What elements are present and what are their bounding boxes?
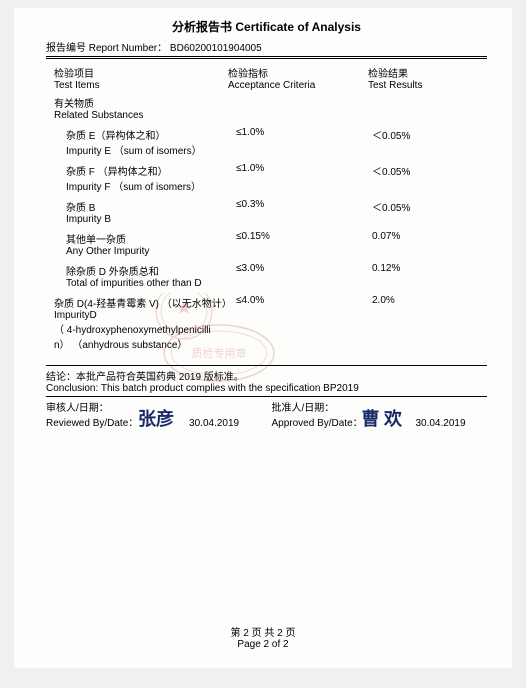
conclusion-zh: 结论：本批产品符合英国药典 2019 版标准。 [46, 368, 487, 383]
page: 分析报告书 Certificate of Analysis 报告编号 Repor… [14, 8, 512, 668]
result: ＜0.05% [364, 199, 487, 225]
item-zh: 杂质 D(4-羟基青霉素 V) （以无水物计） [54, 295, 236, 310]
hdr-col2-en: Acceptance Criteria [228, 80, 368, 91]
reviewed-by: 审核人/日期： Reviewed By/Date： 张彦 30.04.2019 [46, 399, 262, 429]
item-zh: 杂质 B [66, 199, 236, 214]
item-en: ImpurityD [46, 310, 487, 321]
divider [46, 58, 487, 59]
conclusion-en: Conclusion: This batch product complies … [46, 383, 487, 394]
hdr-col1-zh: 检验项目 [54, 65, 228, 80]
criteria: ≤1.0% [236, 127, 364, 157]
approved-by: 批准人/日期： Approved By/Date： 曹 欢 30.04.2019 [262, 399, 488, 429]
table-row: 杂质 E（异构体之和） Impurity E （sum of isomers） … [46, 127, 487, 157]
item-zh: 其他单一杂质 [66, 231, 236, 246]
reviewed-date: 30.04.2019 [189, 418, 239, 429]
result: 0.07% [364, 231, 487, 257]
table-row: 杂质 B Impurity B ≤0.3% ＜0.05% [46, 199, 487, 225]
signature-reviewed: 张彦 [138, 405, 174, 431]
item-en: Impurity B [66, 214, 236, 225]
table-header: 检验项目 Test Items 检验指标 Acceptance Criteria… [46, 65, 487, 91]
criteria: ≤0.15% [236, 231, 364, 257]
hdr-col1-en: Test Items [54, 80, 228, 91]
item-en: n） （anhydrous substance） [46, 336, 487, 351]
section-zh: 有关物质 [54, 95, 487, 110]
doc-title: 分析报告书 Certificate of Analysis [46, 18, 487, 35]
signature-row: 审核人/日期： Reviewed By/Date： 张彦 30.04.2019 … [46, 396, 487, 429]
section-en: Related Substances [54, 110, 487, 121]
approved-en: Approved By/Date： [272, 418, 363, 429]
criteria: ≤4.0% [236, 295, 364, 310]
item-en: Total of impurities other than D [66, 278, 236, 289]
section-header: 有关物质 Related Substances [46, 95, 487, 121]
table-row: 杂质 D(4-羟基青霉素 V) （以无水物计） ≤4.0% 2.0% [46, 295, 487, 310]
footer-zh: 第 2 页 共 2 页 [14, 624, 512, 639]
hdr-col2-zh: 检验指标 [228, 65, 368, 80]
item-zh: 杂质 E（异构体之和） [66, 127, 236, 142]
item-zh: 除杂质 D 外杂质总和 [66, 263, 236, 278]
item-en: （ 4-hydroxyphenoxymethylpenicilli [46, 321, 487, 336]
criteria: ≤0.3% [236, 199, 364, 225]
report-number-line: 报告编号 Report Number： BD60200101904005 [46, 39, 487, 57]
report-number-value: BD60200101904005 [170, 43, 262, 54]
table-row: 除杂质 D 外杂质总和 Total of impurities other th… [46, 263, 487, 289]
report-number-label: 报告编号 Report Number： [46, 43, 167, 54]
approved-date: 30.04.2019 [415, 418, 465, 429]
item-en: Impurity E （sum of isomers） [66, 142, 236, 157]
hdr-col3-zh: 检验结果 [368, 65, 487, 80]
hdr-col3-en: Test Results [368, 80, 487, 91]
footer-en: Page 2 of 2 [14, 639, 512, 650]
table-row: 杂质 F （异构体之和） Impurity F （sum of isomers）… [46, 163, 487, 193]
item-en: Any Other Impurity [66, 246, 236, 257]
reviewed-en: Reviewed By/Date： [46, 418, 138, 429]
criteria: ≤1.0% [236, 163, 364, 193]
result: 2.0% [364, 295, 487, 310]
result: ＜0.05% [364, 163, 487, 193]
result: 0.12% [364, 263, 487, 289]
signature-approved: 曹 欢 [362, 405, 403, 431]
table-row: 其他单一杂质 Any Other Impurity ≤0.15% 0.07% [46, 231, 487, 257]
item-zh: 杂质 F （异构体之和） [66, 163, 236, 178]
result: ＜0.05% [364, 127, 487, 157]
item-en: Impurity F （sum of isomers） [66, 178, 236, 193]
conclusion: 结论：本批产品符合英国药典 2019 版标准。 Conclusion: This… [46, 365, 487, 394]
page-footer: 第 2 页 共 2 页 Page 2 of 2 [14, 624, 512, 650]
criteria: ≤3.0% [236, 263, 364, 289]
